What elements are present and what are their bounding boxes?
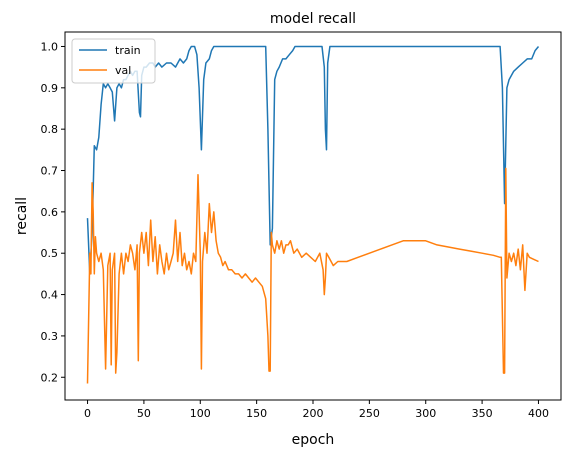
legend-box xyxy=(71,38,156,84)
y-axis-label: recall xyxy=(14,197,30,235)
x-tick-label: 250 xyxy=(359,407,380,420)
legend: train val xyxy=(71,38,156,84)
series-line-train xyxy=(86,45,540,275)
y-tick-label: 0.3 xyxy=(41,330,59,343)
y-tick-label: 0.6 xyxy=(41,206,59,219)
x-tick-label: 200 xyxy=(303,407,324,420)
x-tick-label: 100 xyxy=(190,407,211,420)
y-axis: 0.2 0.3 0.4 0.5 0.6 0.7 0.8 0.9 1.0 xyxy=(41,40,65,384)
plot-area xyxy=(86,45,540,384)
x-tick-label: 150 xyxy=(246,407,267,420)
series-line-val xyxy=(86,167,539,384)
plot-frame xyxy=(64,31,562,401)
x-tick-label: 350 xyxy=(472,407,493,420)
y-tick-label: 0.5 xyxy=(41,247,59,260)
x-axis-label: epoch xyxy=(292,432,335,448)
x-tick-label: 400 xyxy=(528,407,549,420)
legend-label-train: train xyxy=(115,44,141,57)
y-tick-label: 0.4 xyxy=(41,289,59,302)
x-tick-label: 0 xyxy=(84,407,91,420)
y-tick-label: 0.8 xyxy=(41,123,59,136)
chart-title: model recall xyxy=(270,11,356,27)
x-tick-label: 50 xyxy=(137,407,151,420)
x-axis: 0 50 100 150 200 250 300 350 400 xyxy=(84,400,549,420)
y-tick-label: 0.7 xyxy=(41,165,59,178)
y-tick-label: 0.9 xyxy=(41,82,59,95)
y-tick-label: 1.0 xyxy=(41,40,59,53)
legend-label-val: val xyxy=(115,64,131,77)
x-tick-label: 300 xyxy=(415,407,436,420)
y-tick-label: 0.2 xyxy=(41,371,59,384)
